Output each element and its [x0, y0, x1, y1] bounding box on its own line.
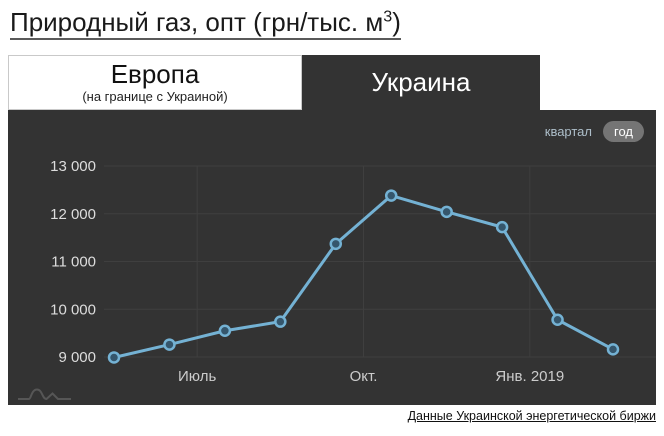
gas-price-line-chart[interactable]: 9 000 10 000 11 000 12 000 13 000 Июль Окт. Янв…	[8, 110, 656, 405]
period-quarter-button[interactable]: квартал	[544, 124, 592, 139]
x-axis-tick-label: Окт.	[350, 368, 378, 385]
page-title[interactable]: Природный газ, опт (грн/тыс. м3)	[10, 6, 401, 40]
tab-europe[interactable]: Европа (на границе с Украиной)	[8, 55, 302, 110]
y-axis-tick-label: 13 000	[50, 158, 96, 175]
tab-europe-sublabel: (на границе с Украиной)	[82, 89, 228, 105]
source-link[interactable]: Данные Украинской энергетической биржи	[407, 409, 656, 423]
x-axis-tick-label: Июль	[178, 368, 216, 385]
data-point-marker	[440, 205, 453, 219]
y-axis-tick-label: 12 000	[50, 206, 96, 223]
x-axis-tick-label: Янв. 2019	[495, 368, 564, 385]
y-axis-tick-label: 10 000	[50, 301, 96, 318]
data-point-marker	[163, 338, 176, 351]
data-point-marker	[606, 343, 620, 356]
tab-bar: Европа (на границе с Украиной) Украина	[8, 55, 540, 110]
page-title-superscript: 3	[383, 7, 393, 26]
period-year-button[interactable]: год	[603, 121, 644, 142]
data-point-marker	[274, 315, 287, 328]
data-point-marker	[329, 237, 343, 251]
chart-area: квартал год 9 000 10 000 11 000 12 000 13 00…	[8, 110, 656, 405]
data-point-marker	[384, 189, 398, 202]
tab-ukraine-label: Украина	[371, 67, 471, 97]
price-line	[112, 194, 615, 359]
data-point-marker	[218, 324, 232, 337]
footer: Данные Украинской энергетической биржи	[0, 407, 656, 425]
page-title-close: )	[392, 7, 401, 37]
tab-europe-label: Европа	[110, 58, 200, 89]
data-point-marker	[551, 313, 564, 327]
period-toggle: квартал год	[545, 121, 644, 142]
y-axis-tick-label: 9 000	[58, 349, 96, 366]
sparkline-logo-icon	[18, 388, 71, 401]
data-point-marker	[495, 220, 509, 234]
page-title-text: Природный газ, опт (грн/тыс. м	[10, 7, 384, 37]
data-point-marker	[107, 351, 121, 364]
y-axis-tick-label: 11 000	[51, 254, 96, 271]
tab-ukraine[interactable]: Украина	[302, 55, 540, 110]
